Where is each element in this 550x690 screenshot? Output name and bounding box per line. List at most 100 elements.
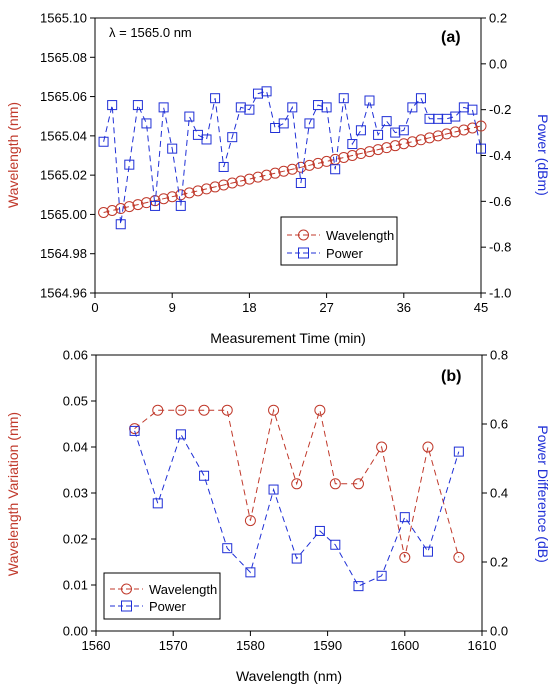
panel-b-ytick-left-label: 0.04 [63,440,88,455]
panel-a-wavelength-point [441,128,453,140]
panel-a-ytick-right-label: -0.8 [489,240,511,255]
panel-a-legend-label-wavelength: Wavelength [326,228,394,243]
panel-a-power-point [338,93,349,104]
panel-b-power-point [268,484,279,495]
panel-a-xlabel: Measurement Time (min) [210,330,366,346]
panel-b-ylabel-right: Power Difference (dB) [535,425,550,562]
panel-b-power-point [245,567,256,578]
panel-a-power-point [373,129,384,140]
panel-a-power-point [98,136,109,147]
panel-a-power-point [115,219,126,230]
panel-a-wavelength-point [355,148,367,160]
panel-b-ytick-left-label: 0.03 [63,486,88,501]
panel-a-wavelength-point [252,171,264,183]
panel-a-power-point [210,93,221,104]
panel-a-power-point [347,139,358,150]
panel-a-power-point [304,118,315,129]
panel-a-power-point [450,111,461,122]
panel-a-ytick-left-label: 1564.96 [40,286,87,301]
panel-a-wavelength-point [243,173,255,185]
panel-a-power-point [227,132,238,143]
panel-a-ytick-right-label: -1.0 [489,286,511,301]
panel-a-ticks: 0 9 18 27 36 45 1564.96 1564.98 1565.00 1565.02 15… [40,11,511,316]
panel-a-wavelength-point [372,144,384,156]
panel-a-power-point [415,93,426,104]
panel-b-xtick-label: 1600 [390,638,419,653]
panel-b-power-point [353,581,364,592]
panel-a-power-point [467,104,478,115]
panel-b-legend-label-power: Power [149,599,187,614]
panel-a-power-point [261,86,272,97]
panel-b-power-point [129,425,140,436]
panel-b-wavelength-point [422,441,434,453]
panel-a-wavelength-point [115,203,127,215]
panel-b-ytick-left-label: 0.06 [63,348,88,363]
panel-a-wavelength-point [466,122,478,134]
panel-a-wavelength-point [389,140,401,152]
panel-b-ytick-left-label: 0.00 [63,624,88,639]
panel-a: 0 9 18 27 36 45 1564.96 1564.98 1565.00 1565.02 15… [5,11,550,347]
panel-a-wavelength-point [312,157,324,169]
panel-b-power-point [399,512,410,523]
panel-a-wavelength-point [475,120,487,132]
panel-a-legend-box [280,216,398,266]
panel-b-wavelength-point [221,404,233,416]
panel-b-power-line [134,430,460,587]
panel-b-wavelength-point [175,404,187,416]
panel-b-power-point [314,525,325,536]
panel-a-wavelength-point [269,167,281,179]
panel-a-ylabel-left: Wavelength (nm) [5,102,21,208]
panel-a-wavelength-point [432,130,444,142]
panel-a-power-point [218,161,229,172]
panel-a-ytick-left-label: 1565.02 [40,168,87,183]
panel-b-wavelength-point [352,478,364,490]
panel-a-wavelength-point [140,197,152,209]
panel-a-power-point [184,111,195,122]
panel-b-ylabel-left: Wavelength Variation (nm) [5,412,21,576]
panel-a-wavelength-point [295,161,307,173]
panel-a-wavelength-point [286,163,298,175]
panel-b: 1560 1570 1580 1590 1600 1610 0.00 0.01 0.02 0.03… [5,348,550,685]
panel-a-wavelength-point [98,206,110,218]
panel-a-wavelength-point [218,179,230,191]
panel-b-power-point [152,498,163,509]
panel-b-xtick-label: 1570 [159,638,188,653]
panel-a-xtick-label: 45 [474,300,488,315]
panel-a-ytick-right-label: -0.6 [489,194,511,209]
panel-a-ytick-right-label: 0.2 [489,11,507,26]
panel-a-ytick-right-label: -0.2 [489,102,511,117]
panel-b-xtick-label: 1590 [313,638,342,653]
panel-b-wavelength-point [291,478,303,490]
panel-b-wavelength-point [376,441,388,453]
panel-b-ytick-right-label: 0.0 [490,624,508,639]
panel-a-wavelength-point [458,124,470,136]
panel-b-wavelength-point [244,515,256,527]
panel-b-ytick-left-label: 0.05 [63,394,88,409]
panel-a-power-point [381,116,392,127]
panel-a-wavelength-point [123,201,135,213]
panel-b-ytick-right-label: 0.4 [490,486,508,501]
panel-b-xtick-label: 1610 [468,638,497,653]
panel-a-legend-marker-power [298,247,309,259]
panel-a-wavelength-point [261,169,273,181]
panel-b-series [129,404,465,592]
panel-a-power-point [192,129,203,140]
panel-a-wavelength-point [381,142,393,154]
panel-b-legend-marker-wavelength [121,583,132,595]
panel-a-wavelength-point [278,165,290,177]
panel-b-xlabel: Wavelength (nm) [236,668,342,684]
panel-a-power-line [103,90,482,225]
panel-a-wavelength-point [132,199,144,211]
panel-a-wavelength-point [226,177,238,189]
panel-b-ticks: 1560 1570 1580 1590 1600 1610 0.00 0.01 0.02 0.03… [63,348,508,654]
panel-a-power-point [244,104,255,115]
panel-a-wavelength-point [209,181,221,193]
panel-b-wavelength-point [453,551,465,563]
panel-a-power-point [201,134,212,145]
panel-a-wavelength-point [201,183,213,195]
panel-a-legend-marker-wavelength [298,229,309,241]
panel-a-wavelength-point [398,138,410,150]
panel-b-ytick-right-label: 0.8 [490,348,508,363]
panel-b-wavelength-point [399,551,411,563]
panel-a-annotation: λ = 1565.0 nm [109,25,192,40]
